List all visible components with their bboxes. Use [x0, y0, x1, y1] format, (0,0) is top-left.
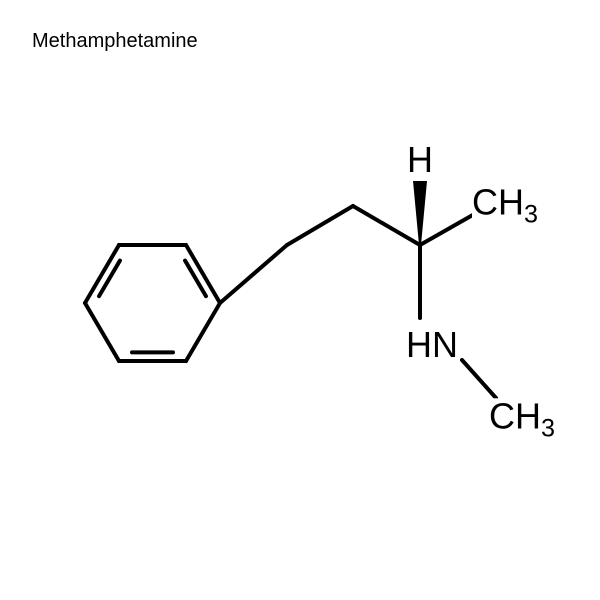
atom-label-hn: HN: [406, 327, 458, 363]
atom-label-h: H: [407, 142, 433, 178]
molecule-structure: [0, 0, 600, 600]
atom-label-ch3: CH3: [472, 184, 538, 227]
diagram-canvas: Methamphetamine H CH3 HN CH3: [0, 0, 600, 600]
atom-label-ch3-b: CH3: [489, 398, 555, 441]
